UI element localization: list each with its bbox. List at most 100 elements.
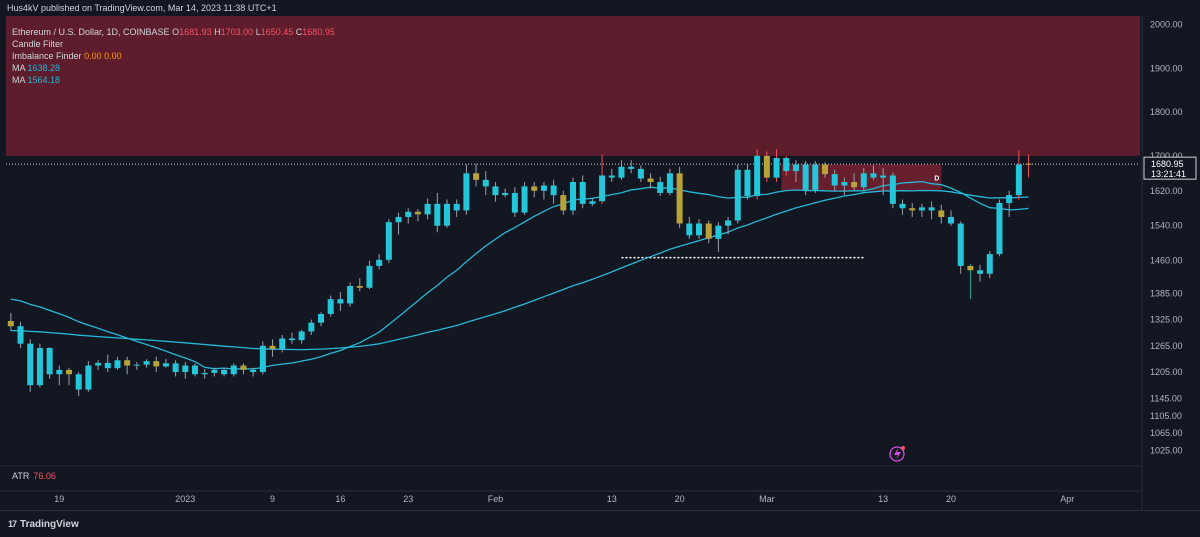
candle-body[interactable] — [705, 223, 712, 239]
candle-body[interactable] — [637, 168, 644, 179]
candle-filter-row[interactable]: Candle Filter — [12, 38, 335, 50]
candle-body[interactable] — [783, 157, 790, 172]
candle-body[interactable] — [579, 182, 586, 204]
candle-body[interactable] — [851, 182, 858, 188]
candle-body[interactable] — [947, 216, 955, 224]
candle-body[interactable] — [986, 254, 993, 274]
candle-body[interactable] — [463, 173, 470, 211]
candle-body[interactable] — [967, 265, 974, 271]
candle-body[interactable] — [221, 369, 228, 375]
candle-body[interactable] — [376, 259, 383, 266]
candle-body[interactable] — [531, 186, 538, 191]
candle-body[interactable] — [17, 326, 24, 344]
candle-body[interactable] — [201, 372, 208, 375]
candle-body[interactable] — [366, 265, 373, 288]
candle-body[interactable] — [695, 223, 703, 236]
candle-body[interactable] — [812, 164, 819, 190]
candle-body[interactable] — [46, 348, 53, 375]
ma2-row[interactable]: MA 1564.18 — [12, 74, 335, 86]
candle-body[interactable] — [65, 369, 73, 375]
candle-body[interactable] — [821, 164, 829, 175]
candle-body[interactable] — [1025, 163, 1032, 165]
imbalance-row[interactable]: Imbalance Finder 0.00 0.00 — [12, 50, 335, 62]
candle-body[interactable] — [27, 343, 34, 386]
candle-body[interactable] — [589, 201, 596, 204]
candle-body[interactable] — [889, 175, 896, 204]
candle-body[interactable] — [182, 365, 189, 373]
chart-frame[interactable]: D 2000.00 1900.00 1800.00 1700.00 1620.00 1540… — [0, 16, 1200, 536]
candle-body[interactable] — [918, 207, 925, 211]
candle-body[interactable] — [628, 166, 635, 169]
candle-body[interactable] — [288, 338, 295, 341]
candle-body[interactable] — [356, 286, 363, 288]
candle-body[interactable] — [880, 175, 887, 178]
candle-body[interactable] — [841, 182, 848, 186]
candle-body[interactable] — [414, 211, 421, 215]
candle-body[interactable] — [85, 365, 92, 390]
price-chart[interactable]: D 2000.00 1900.00 1800.00 1700.00 1620.00 1540… — [0, 16, 1200, 510]
candle-body[interactable] — [95, 362, 102, 366]
candle-body[interactable] — [424, 203, 431, 215]
candle-body[interactable] — [521, 186, 528, 213]
candle-body[interactable] — [434, 203, 441, 226]
candle-body[interactable] — [143, 361, 150, 365]
candle-body[interactable] — [860, 173, 867, 188]
candle-body[interactable] — [473, 173, 480, 180]
candle-body[interactable] — [56, 369, 63, 375]
candle-body[interactable] — [977, 270, 984, 274]
candle-body[interactable] — [909, 208, 916, 211]
candle-body[interactable] — [298, 331, 305, 341]
candle-body[interactable] — [162, 363, 169, 367]
candle-body[interactable] — [734, 169, 741, 221]
candle-body[interactable] — [608, 175, 615, 178]
candle-body[interactable] — [7, 320, 14, 327]
candle-body[interactable] — [754, 155, 761, 196]
candle-body[interactable] — [153, 361, 160, 367]
candle-body[interactable] — [395, 216, 402, 223]
candle-body[interactable] — [75, 374, 82, 390]
candle-body[interactable] — [1006, 195, 1013, 203]
candle-body[interactable] — [744, 169, 751, 196]
candle-body[interactable] — [540, 185, 547, 191]
ma1-row[interactable]: MA 1638.28 — [12, 62, 335, 74]
candle-body[interactable] — [938, 210, 945, 217]
candle-body[interactable] — [405, 211, 412, 217]
candle-body[interactable] — [502, 192, 509, 196]
candle-body[interactable] — [550, 185, 557, 196]
candle-body[interactable] — [124, 360, 131, 366]
candle-body[interactable] — [191, 365, 199, 375]
candle-body[interactable] — [269, 345, 276, 349]
candle-body[interactable] — [1015, 164, 1022, 196]
candle-body[interactable] — [250, 369, 257, 373]
candle-body[interactable] — [114, 360, 121, 369]
candle-body[interactable] — [618, 166, 625, 178]
candle-body[interactable] — [560, 195, 567, 211]
candle-body[interactable] — [443, 203, 451, 226]
candle-body[interactable] — [347, 286, 354, 304]
candle-body[interactable] — [133, 364, 140, 366]
candle-body[interactable] — [482, 179, 489, 187]
candle-body[interactable] — [453, 203, 460, 211]
candle-body[interactable] — [831, 174, 838, 186]
candle-body[interactable] — [511, 192, 518, 213]
candle-body[interactable] — [870, 173, 877, 178]
candle-body[interactable] — [240, 365, 247, 370]
candle-body[interactable] — [492, 186, 499, 196]
candle-body[interactable] — [36, 348, 43, 386]
candle-body[interactable] — [666, 173, 673, 193]
candle-body[interactable] — [337, 299, 344, 304]
candle-body[interactable] — [385, 222, 392, 260]
candle-body[interactable] — [259, 345, 266, 373]
candle-body[interactable] — [657, 182, 664, 193]
candle-body[interactable] — [317, 313, 325, 323]
candle-body[interactable] — [327, 299, 334, 314]
candle-body[interactable] — [899, 203, 906, 209]
candle-body[interactable] — [172, 363, 179, 373]
lightning-icon[interactable] — [889, 446, 905, 462]
candle-body[interactable] — [647, 178, 654, 183]
candle-body[interactable] — [104, 362, 111, 369]
candle-body[interactable] — [308, 322, 315, 332]
tradingview-logo[interactable]: 17 TradingView — [8, 519, 79, 530]
candle-body[interactable] — [676, 173, 683, 224]
candle-body[interactable] — [957, 223, 964, 266]
